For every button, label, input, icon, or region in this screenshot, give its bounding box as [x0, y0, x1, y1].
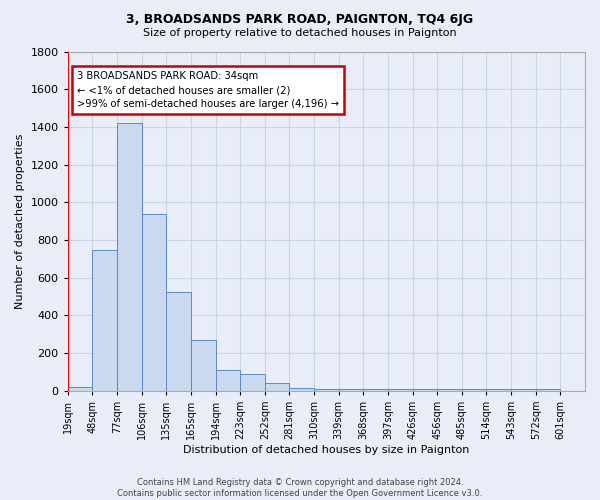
Bar	[191, 340, 215, 391]
Bar	[117, 123, 142, 391]
Bar	[265, 384, 289, 391]
Bar	[314, 389, 338, 391]
Bar	[68, 387, 92, 391]
Bar	[166, 292, 191, 391]
Bar	[413, 389, 437, 391]
Text: 3, BROADSANDS PARK ROAD, PAIGNTON, TQ4 6JG: 3, BROADSANDS PARK ROAD, PAIGNTON, TQ4 6…	[127, 12, 473, 26]
Bar	[240, 374, 265, 391]
Bar	[364, 389, 388, 391]
Bar	[462, 389, 487, 391]
Y-axis label: Number of detached properties: Number of detached properties	[15, 134, 25, 309]
X-axis label: Distribution of detached houses by size in Paignton: Distribution of detached houses by size …	[183, 445, 470, 455]
Bar	[388, 389, 413, 391]
Text: 3 BROADSANDS PARK ROAD: 34sqm
← <1% of detached houses are smaller (2)
>99% of s: 3 BROADSANDS PARK ROAD: 34sqm ← <1% of d…	[77, 72, 339, 110]
Text: Contains HM Land Registry data © Crown copyright and database right 2024.
Contai: Contains HM Land Registry data © Crown c…	[118, 478, 482, 498]
Bar	[289, 388, 314, 391]
Bar	[215, 370, 240, 391]
Bar	[92, 250, 117, 391]
Bar	[437, 389, 462, 391]
Bar	[142, 214, 166, 391]
Bar	[511, 389, 536, 391]
Bar	[536, 389, 560, 391]
Text: Size of property relative to detached houses in Paignton: Size of property relative to detached ho…	[143, 28, 457, 38]
Bar	[487, 389, 511, 391]
Bar	[338, 389, 364, 391]
